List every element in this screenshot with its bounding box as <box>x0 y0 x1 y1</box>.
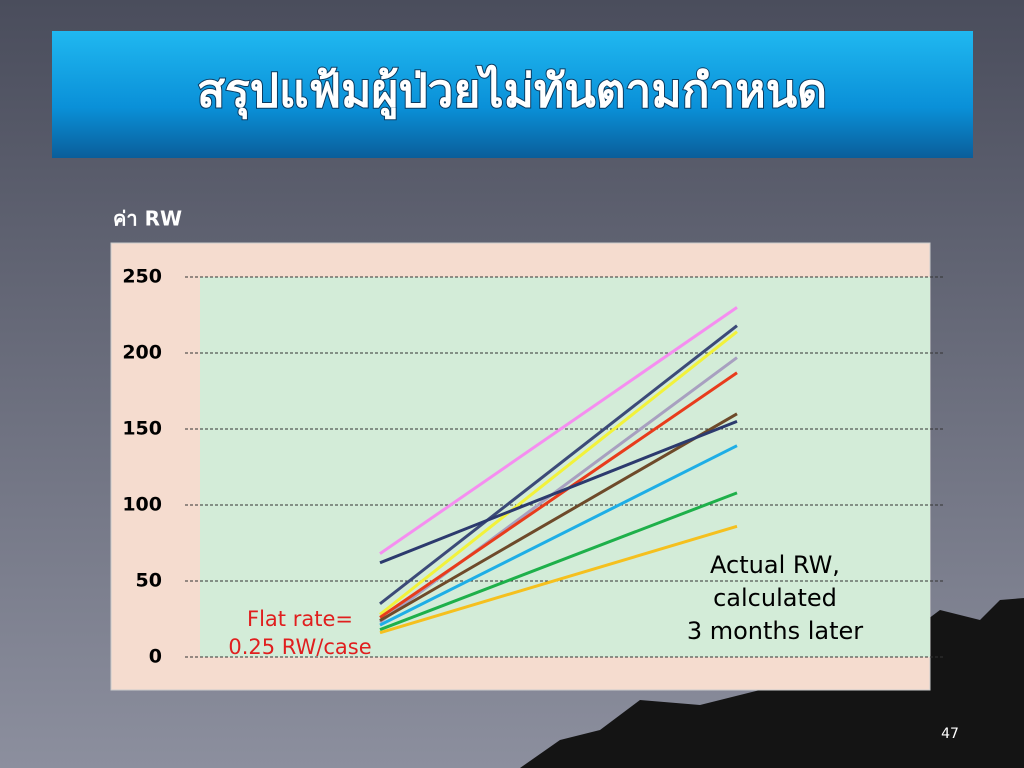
title-bar <box>52 31 973 158</box>
series-line <box>379 491 738 632</box>
annotation: 0.25 RW/case <box>228 635 371 659</box>
series-line <box>379 524 738 635</box>
y-axis-label: ค่า RW <box>113 207 182 231</box>
page-number: 47 <box>941 726 959 742</box>
annotation: Actual RW, <box>710 551 840 579</box>
series-line <box>379 330 738 616</box>
series-line <box>379 412 738 622</box>
annotation: 3 months later <box>687 617 863 645</box>
y-tick-label: 200 <box>122 342 162 364</box>
chart: 0 50 100 150 200 250 Flat rate= 0.25 RW/case Act… <box>122 266 943 668</box>
series-line <box>379 324 738 605</box>
y-tick-label: 150 <box>122 418 162 440</box>
series-line <box>379 420 738 565</box>
y-tick-label: 0 <box>149 646 162 668</box>
annotation: calculated <box>713 584 837 612</box>
y-tick-label: 50 <box>136 570 162 592</box>
annotation: Flat rate= <box>247 607 353 631</box>
series-line <box>379 444 738 627</box>
series-line <box>379 306 738 555</box>
title: สรุปแฟ้มผู้ป่วยไม่ทันตามกำหนด <box>197 64 827 120</box>
series-line <box>379 371 738 619</box>
y-tick-label: 100 <box>122 494 162 516</box>
y-tick-label: 250 <box>122 266 162 288</box>
